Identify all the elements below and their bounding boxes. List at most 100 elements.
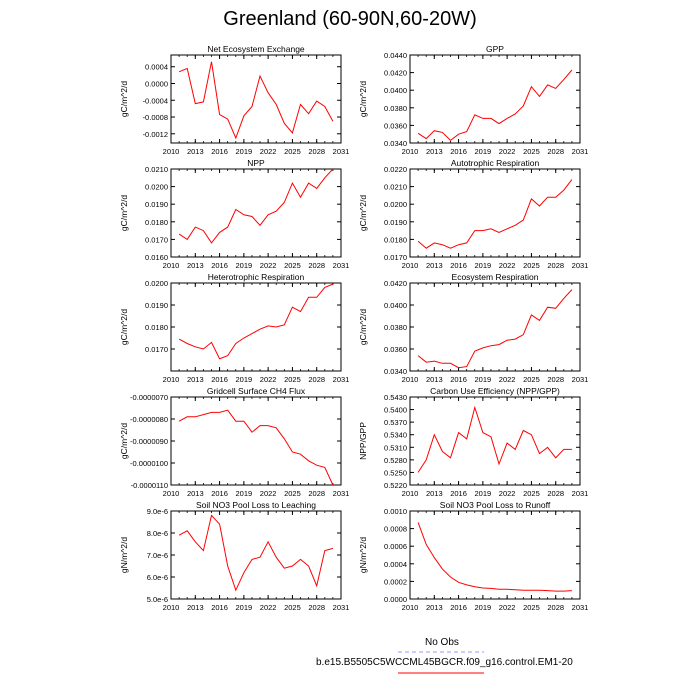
x-tick-label: 2019: [475, 603, 492, 612]
x-tick-label: 2010: [163, 489, 180, 498]
x-tick-label: 2022: [260, 375, 277, 384]
x-tick-label: 2025: [523, 375, 540, 384]
y-tick-label: -0.0000080: [130, 415, 168, 424]
series-line: [417, 405, 572, 473]
y-tick-label: 0.0190: [145, 200, 168, 209]
y-axis-label: gC/m^2/d: [119, 81, 129, 117]
y-axis-label: gC/m^2/d: [119, 195, 129, 231]
y-tick-label: 0.0010: [384, 507, 407, 516]
y-axis-label: NPP/GPP: [358, 422, 368, 460]
y-tick-label: 0.5370: [384, 418, 407, 427]
y-tick-label: -0.0004: [143, 96, 168, 105]
x-tick-label: 2028: [308, 375, 325, 384]
x-tick-label: 2019: [236, 489, 253, 498]
y-tick-label: 0.0008: [384, 525, 407, 534]
series-line: [178, 168, 334, 244]
chart-title: Heterotrophic Respiration: [208, 272, 305, 282]
x-tick-label: 2022: [499, 489, 516, 498]
x-tick-label: 2028: [308, 261, 325, 270]
x-tick-label: 2010: [402, 375, 419, 384]
x-tick-label: 2022: [260, 603, 277, 612]
x-tick-label: 2028: [547, 603, 564, 612]
y-tick-label: 0.0170: [384, 253, 407, 262]
x-tick-label: 2016: [211, 603, 228, 612]
x-tick-label: 2010: [163, 147, 180, 156]
x-tick-label: 2022: [260, 147, 277, 156]
y-tick-label: -0.0000090: [130, 437, 168, 446]
y-tick-label: -0.0008: [143, 113, 168, 122]
y-tick-label: 0.0000: [384, 595, 407, 604]
y-tick-label: 0.0220: [384, 165, 407, 174]
y-tick-label: 6.0e-6: [147, 573, 168, 582]
y-tick-label: 0.0190: [145, 301, 168, 310]
y-tick-label: 0.0210: [384, 183, 407, 192]
chart-title: Carbon Use Efficiency (NPP/GPP): [430, 386, 560, 396]
y-axis-label: gC/m^2/d: [358, 195, 368, 231]
y-tick-label: -0.0000110: [131, 481, 168, 490]
y-tick-label: 0.0180: [384, 235, 407, 244]
series-line: [417, 522, 572, 592]
x-tick-label: 2016: [211, 489, 228, 498]
y-tick-label: 0.0004: [145, 63, 168, 72]
y-tick-label: 0.0400: [384, 301, 407, 310]
y-tick-label: 0.0380: [384, 104, 407, 113]
y-tick-label: 0.0440: [384, 51, 407, 60]
plot-frame: [170, 168, 342, 258]
series-line: [417, 69, 573, 142]
y-tick-label: 0.0380: [384, 323, 407, 332]
x-tick-label: 2010: [163, 375, 180, 384]
y-tick-label: 0.0170: [145, 235, 168, 244]
y-tick-label: 0.0180: [145, 218, 168, 227]
y-tick-label: 0.0190: [384, 218, 407, 227]
y-tick-label: 0.0200: [145, 183, 168, 192]
series-line: [178, 514, 334, 592]
y-tick-label: 0.0200: [145, 279, 168, 288]
x-tick-label: 2025: [523, 489, 540, 498]
x-tick-label: 2031: [333, 375, 350, 384]
y-tick-label: 0.0340: [384, 139, 407, 148]
y-tick-label: 7.0e-6: [147, 551, 168, 560]
x-tick-label: 2013: [187, 489, 204, 498]
x-tick-label: 2013: [426, 603, 443, 612]
x-tick-label: 2025: [523, 147, 540, 156]
y-tick-label: 0.0002: [384, 577, 407, 586]
y-tick-label: 0.5430: [384, 393, 407, 402]
y-tick-label: 0.0400: [384, 86, 407, 95]
x-tick-label: 2031: [572, 489, 589, 498]
x-tick-label: 2010: [402, 261, 419, 270]
x-tick-label: 2031: [572, 375, 589, 384]
y-tick-label: 0.0420: [384, 279, 407, 288]
x-tick-label: 2025: [284, 261, 301, 270]
x-tick-label: 2031: [333, 603, 350, 612]
y-tick-label: 0.0360: [384, 121, 407, 130]
x-tick-label: 2028: [547, 375, 564, 384]
x-tick-label: 2013: [187, 603, 204, 612]
series-line: [417, 289, 573, 369]
x-tick-label: 2013: [426, 375, 443, 384]
chart-panel-5: Heterotrophic Respiration gC/m^2/d 2010 201…: [119, 272, 349, 384]
x-tick-label: 2028: [547, 261, 564, 270]
x-tick-label: 2025: [523, 261, 540, 270]
x-tick-label: 2019: [475, 489, 492, 498]
x-tick-label: 2031: [333, 261, 350, 270]
x-tick-label: 2019: [236, 261, 253, 270]
plot-frame: [409, 54, 581, 144]
chart-title: Autotrophic Respiration: [451, 158, 540, 168]
x-tick-label: 2019: [475, 375, 492, 384]
x-tick-label: 2022: [260, 261, 277, 270]
chart-title: Soil NO3 Pool Loss to Leaching: [196, 500, 316, 510]
x-tick-label: 2016: [450, 375, 467, 384]
chart-panel-10: Soil NO3 Pool Loss to Runoff gN/m^2/d 2010…: [358, 500, 588, 612]
x-tick-label: 2013: [426, 261, 443, 270]
x-tick-label: 2031: [333, 489, 350, 498]
y-tick-label: 0.0160: [145, 253, 168, 262]
x-tick-label: 2016: [450, 489, 467, 498]
x-tick-label: 2031: [572, 603, 589, 612]
x-tick-label: 2013: [187, 375, 204, 384]
x-tick-label: 2016: [211, 375, 228, 384]
x-tick-label: 2025: [284, 375, 301, 384]
x-tick-label: 2010: [163, 603, 180, 612]
x-tick-label: 2010: [402, 147, 419, 156]
